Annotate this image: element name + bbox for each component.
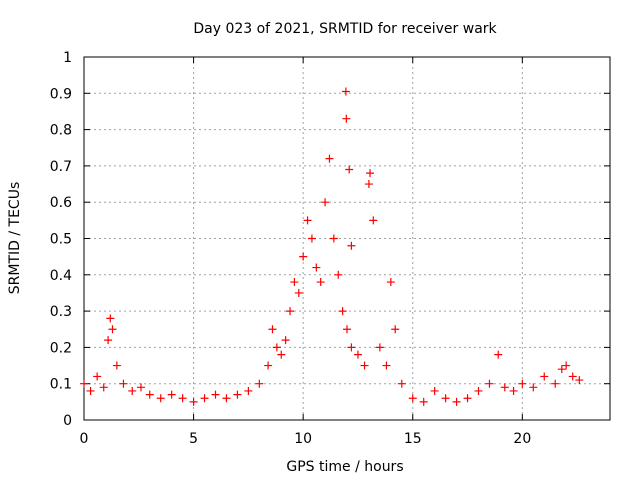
data-point xyxy=(557,365,566,374)
data-point xyxy=(299,252,308,261)
data-point xyxy=(562,361,571,370)
data-point xyxy=(419,397,428,406)
data-point xyxy=(474,386,483,395)
data-point xyxy=(430,386,439,395)
data-point xyxy=(329,234,338,243)
y-tick-label: 0.3 xyxy=(50,304,72,320)
data-point xyxy=(485,379,494,388)
y-tick-label: 0.6 xyxy=(50,195,72,211)
data-point xyxy=(112,361,121,370)
data-point xyxy=(397,379,406,388)
data-point xyxy=(108,325,117,334)
data-point xyxy=(316,278,325,287)
data-point xyxy=(529,383,538,392)
data-point xyxy=(345,165,354,174)
y-tick-label: 0.8 xyxy=(50,123,72,139)
data-point xyxy=(386,278,395,287)
data-point xyxy=(167,390,176,399)
x-tick-label: 10 xyxy=(294,431,312,447)
data-point xyxy=(341,87,350,96)
data-point xyxy=(360,361,369,370)
data-point xyxy=(463,394,472,403)
data-point xyxy=(145,390,154,399)
data-point xyxy=(575,376,584,385)
data-point xyxy=(286,307,295,316)
data-point xyxy=(233,390,242,399)
data-point xyxy=(334,270,343,279)
plot-frame xyxy=(83,56,611,421)
data-point xyxy=(156,394,165,403)
data-point xyxy=(178,394,187,403)
x-tick-label: 5 xyxy=(189,431,198,447)
data-point xyxy=(347,343,356,352)
data-point xyxy=(272,343,281,352)
data-point xyxy=(93,372,102,381)
data-point xyxy=(128,386,137,395)
y-tick-label: 0.2 xyxy=(50,340,72,356)
x-axis-label: GPS time / hours xyxy=(286,459,403,475)
y-axis-label: SRMTID / TECUs xyxy=(7,182,23,295)
data-point xyxy=(364,180,373,189)
y-tick-label: 0 xyxy=(63,413,72,429)
data-point xyxy=(307,234,316,243)
data-point xyxy=(338,307,347,316)
data-point xyxy=(281,336,290,345)
x-tick-label: 15 xyxy=(404,431,422,447)
data-point xyxy=(452,397,461,406)
data-point xyxy=(119,379,128,388)
y-tick-label: 0.7 xyxy=(50,159,72,175)
data-point xyxy=(391,325,400,334)
x-tick-label: 20 xyxy=(513,431,531,447)
data-point xyxy=(222,394,231,403)
grid-lines xyxy=(84,57,610,420)
data-point xyxy=(494,350,503,359)
data-point xyxy=(382,361,391,370)
data-points xyxy=(80,87,584,406)
data-point xyxy=(106,314,115,323)
data-point xyxy=(136,383,145,392)
data-point xyxy=(294,288,303,297)
data-point xyxy=(540,372,549,381)
data-point xyxy=(441,394,450,403)
data-point xyxy=(86,386,95,395)
data-point xyxy=(342,114,351,123)
chart-title: Day 023 of 2021, SRMTID for receiver war… xyxy=(193,21,497,37)
data-point xyxy=(408,394,417,403)
y-tick-label: 0.9 xyxy=(50,86,72,102)
data-point xyxy=(375,343,384,352)
data-point xyxy=(312,263,321,272)
data-point xyxy=(104,336,113,345)
axis-ticks: 00.10.20.30.40.50.60.70.80.910 5 10 15 20 xyxy=(50,50,610,447)
data-point xyxy=(509,386,518,395)
data-point xyxy=(568,372,577,381)
data-point xyxy=(200,394,209,403)
data-point xyxy=(366,169,375,178)
data-point xyxy=(347,241,356,250)
x-tick-label: 0 xyxy=(80,431,89,447)
data-point xyxy=(264,361,273,370)
data-point xyxy=(369,216,378,225)
data-point xyxy=(321,198,330,207)
data-point xyxy=(277,350,286,359)
data-point xyxy=(500,383,509,392)
data-point xyxy=(551,379,560,388)
data-point xyxy=(255,379,264,388)
y-tick-label: 0.1 xyxy=(50,377,72,393)
data-point xyxy=(290,278,299,287)
data-point xyxy=(303,216,312,225)
y-tick-label: 0.5 xyxy=(50,232,72,248)
data-point xyxy=(211,390,220,399)
data-point xyxy=(353,350,362,359)
y-tick-label: 0.4 xyxy=(50,268,72,284)
data-point xyxy=(80,379,88,388)
data-point xyxy=(244,386,253,395)
data-point xyxy=(343,325,351,334)
data-point xyxy=(268,325,277,334)
y-tick-label: 1 xyxy=(63,50,72,66)
data-point xyxy=(518,379,527,388)
data-point xyxy=(99,383,108,392)
data-point xyxy=(189,397,198,406)
data-point xyxy=(325,154,334,163)
